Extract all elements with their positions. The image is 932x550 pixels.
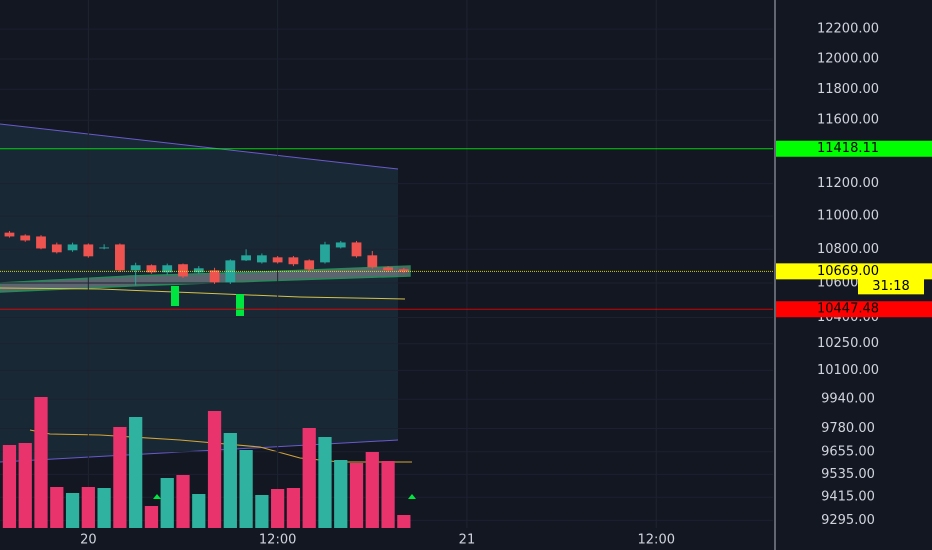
candle-body bbox=[67, 244, 78, 251]
y-tick-label: 10800.00 bbox=[817, 242, 879, 257]
price-label: 10447.48 bbox=[817, 302, 879, 317]
candle-body bbox=[398, 269, 409, 272]
volume-bar bbox=[81, 487, 95, 528]
x-tick-label: 12:00 bbox=[638, 533, 675, 548]
candle-body bbox=[320, 244, 330, 263]
candle-body bbox=[367, 255, 378, 268]
volume-bar bbox=[176, 475, 190, 528]
volume-bar bbox=[349, 463, 364, 528]
volume-bar bbox=[113, 427, 127, 528]
candle-body bbox=[178, 264, 188, 277]
y-tick-label: 11000.00 bbox=[817, 209, 879, 224]
volume-bar bbox=[397, 515, 411, 528]
price-label-bg bbox=[776, 263, 932, 280]
x-tick-label: 20 bbox=[80, 533, 97, 548]
candle-body bbox=[288, 257, 299, 265]
candle-body bbox=[51, 244, 62, 253]
candle-body bbox=[115, 244, 125, 271]
candle-body bbox=[383, 267, 393, 271]
candle-body bbox=[209, 270, 220, 283]
signal-marker bbox=[171, 286, 179, 306]
y-tick-label: 9295.00 bbox=[821, 513, 875, 528]
countdown: 31:18 bbox=[872, 279, 909, 294]
y-tick-label: 12200.00 bbox=[817, 22, 879, 37]
candle-body bbox=[272, 257, 283, 263]
volume-bar bbox=[144, 506, 159, 528]
volume-bar bbox=[2, 445, 17, 528]
y-tick-label: 11600.00 bbox=[817, 113, 879, 128]
y-tick-label: 9940.00 bbox=[821, 392, 875, 407]
volume-bar bbox=[129, 417, 143, 528]
channel-lower bbox=[0, 439, 399, 463]
signal-marker bbox=[408, 494, 416, 499]
price-label: 10669.00 bbox=[817, 264, 879, 279]
candle-body bbox=[99, 247, 110, 249]
volume-bar bbox=[255, 495, 269, 528]
y-tick-label: 12000.00 bbox=[817, 51, 879, 66]
volume-bar bbox=[334, 460, 348, 528]
y-tick-label: 11200.00 bbox=[817, 176, 879, 191]
x-tick-label: 21 bbox=[459, 533, 476, 548]
countdown-bg bbox=[858, 278, 924, 295]
plot: 20 12:00 21 12:00 12200.00 12000.00 11800.00 11… bbox=[0, 0, 879, 548]
candle-body bbox=[351, 242, 362, 257]
volume-bar bbox=[50, 487, 64, 528]
candle-body bbox=[162, 265, 173, 273]
candle-body bbox=[83, 244, 94, 257]
volume-bar bbox=[97, 488, 111, 528]
candle-body bbox=[256, 255, 267, 263]
y-tick-label: 9415.00 bbox=[821, 490, 875, 505]
candle-body bbox=[146, 265, 157, 273]
price-label-bg bbox=[776, 140, 932, 157]
ma-line bbox=[0, 287, 406, 300]
volume-bar bbox=[286, 488, 301, 528]
volume-bar bbox=[223, 433, 237, 528]
channel-upper bbox=[0, 123, 399, 170]
price-label: 11418.11 bbox=[817, 141, 879, 156]
candle-body bbox=[304, 260, 315, 270]
y-tick-label: 9780.00 bbox=[821, 421, 875, 436]
volume-bar bbox=[18, 443, 32, 528]
volume-bar bbox=[239, 450, 253, 528]
ma-band bbox=[0, 265, 411, 293]
y-tick-label: 10100.00 bbox=[817, 363, 879, 378]
candle-body bbox=[130, 265, 141, 271]
candle-body bbox=[20, 235, 31, 241]
y-tick-label: 9535.00 bbox=[821, 467, 875, 482]
candle-body bbox=[193, 268, 204, 273]
volume-bar bbox=[302, 428, 316, 528]
volume-bar bbox=[207, 411, 222, 528]
volume-bar bbox=[318, 437, 332, 528]
volume-bar bbox=[65, 493, 80, 528]
y-tick-label: 11800.00 bbox=[817, 82, 879, 97]
volume-bar bbox=[34, 397, 48, 528]
candle-body bbox=[335, 242, 346, 248]
y-tick-label: 9655.00 bbox=[821, 444, 875, 459]
candle-body bbox=[241, 255, 251, 261]
signal-marker bbox=[153, 494, 161, 499]
signal-marker bbox=[236, 294, 244, 316]
price-label-bg bbox=[776, 301, 932, 318]
volume-bar bbox=[192, 494, 206, 528]
x-tick-label: 12:00 bbox=[259, 533, 296, 548]
y-tick-label: 10250.00 bbox=[817, 336, 879, 351]
volume-bar bbox=[160, 478, 174, 528]
volume-bar bbox=[271, 489, 285, 528]
volume-bar bbox=[365, 452, 379, 528]
candle-body bbox=[4, 232, 15, 237]
volume-bar bbox=[381, 461, 395, 528]
candle-body bbox=[36, 236, 46, 249]
